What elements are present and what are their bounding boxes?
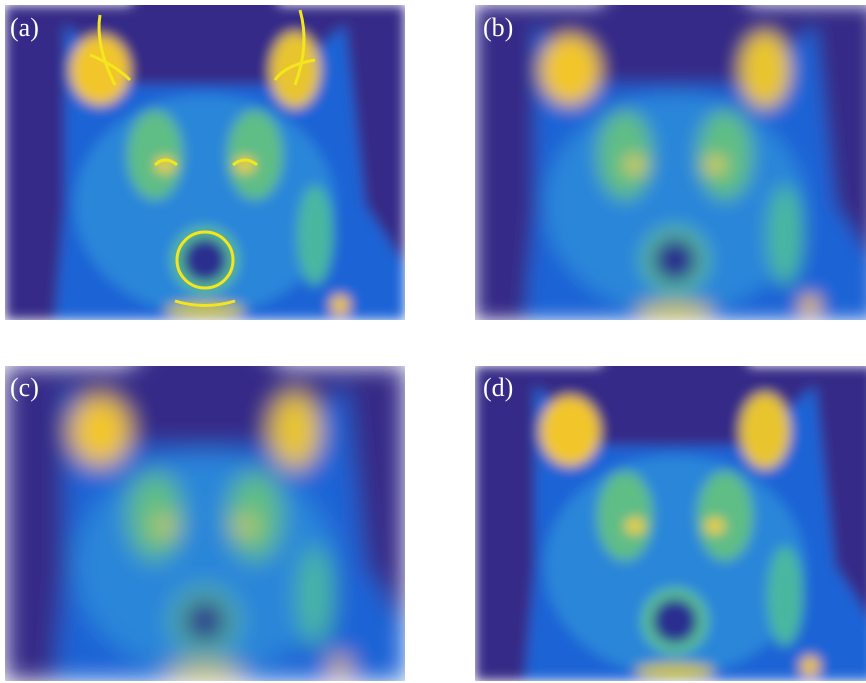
figure: (a) (b) (c) (d)	[0, 0, 866, 683]
panel-label: (d)	[483, 373, 513, 402]
panel-b	[475, 0, 866, 320]
panel-c	[5, 329, 405, 681]
panel-a	[5, 0, 405, 320]
panel-label: (c)	[10, 373, 39, 402]
panel-d	[475, 329, 866, 681]
panel-label: (a)	[10, 13, 39, 42]
panel-label: (b)	[483, 13, 513, 42]
page: (a) (b) (c) (d) (() => { const data = JS…	[0, 0, 866, 683]
